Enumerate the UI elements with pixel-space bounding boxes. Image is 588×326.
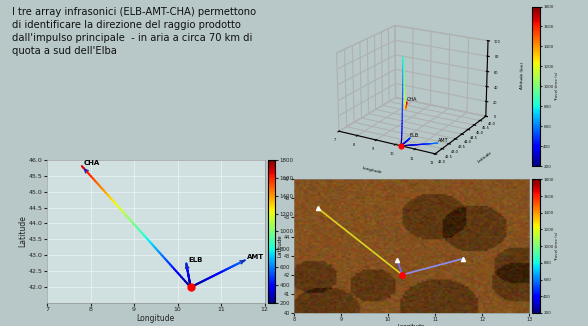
Y-axis label: Latitude: Latitude (277, 235, 282, 258)
Y-axis label: Latitude: Latitude (477, 151, 493, 164)
X-axis label: Longitude: Longitude (398, 323, 425, 326)
Text: AMT: AMT (247, 254, 265, 259)
Y-axis label: Travel time (s): Travel time (s) (555, 72, 559, 101)
X-axis label: Longitude: Longitude (361, 166, 382, 174)
X-axis label: Longitude: Longitude (136, 314, 175, 323)
Y-axis label: Latitude: Latitude (19, 215, 28, 247)
Text: ELB: ELB (189, 257, 203, 263)
Text: I tre array infrasonici (ELB-AMT-CHA) permettono
di identificare la direzione de: I tre array infrasonici (ELB-AMT-CHA) pe… (12, 7, 256, 56)
Text: CHA: CHA (84, 159, 101, 166)
Y-axis label: Travel time (s): Travel time (s) (555, 231, 559, 261)
Y-axis label: Travel time (s): Travel time (s) (296, 212, 301, 251)
